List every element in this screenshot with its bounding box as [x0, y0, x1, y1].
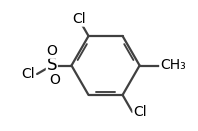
Text: Cl: Cl	[22, 67, 35, 81]
Text: O: O	[47, 44, 57, 58]
Text: CH₃: CH₃	[160, 58, 186, 72]
Text: Cl: Cl	[72, 12, 86, 26]
Text: S: S	[47, 56, 57, 75]
Text: O: O	[49, 73, 60, 87]
Text: Cl: Cl	[133, 105, 147, 119]
